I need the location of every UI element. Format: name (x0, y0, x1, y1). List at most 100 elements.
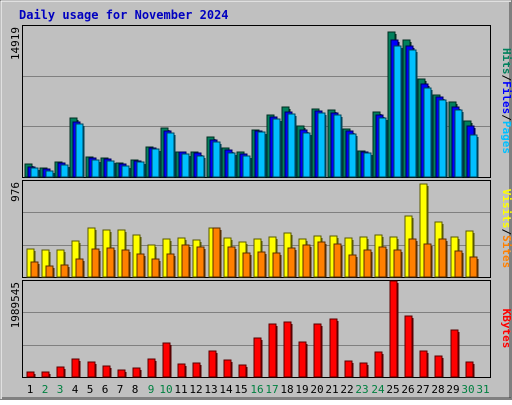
bar-pages-day-6 (106, 160, 115, 178)
x-tick-label: 5 (87, 383, 94, 396)
bar-kbytes-day-22 (344, 360, 353, 378)
bar-pages-day-8 (136, 161, 145, 178)
legend-part: / (500, 114, 512, 121)
series-kbytes (26, 280, 475, 378)
x-tick-label: 30 (461, 383, 474, 396)
bar-sites-day-19 (302, 244, 311, 278)
bar-kbytes-day-3 (56, 366, 65, 378)
bar-kbytes-day-27 (419, 350, 428, 378)
bar-kbytes-day-26 (404, 315, 413, 378)
x-tick-label: 22 (340, 383, 353, 396)
bar-kbytes-day-13 (208, 350, 217, 378)
series-legend-label: Hits/Files/Pages (500, 48, 512, 154)
bar-kbytes-day-1 (26, 371, 35, 378)
bar-kbytes-day-9 (147, 358, 156, 378)
legend-part: / (500, 75, 512, 82)
bar-kbytes-day-6 (102, 365, 111, 378)
bar-sites-day-10 (166, 253, 175, 278)
legend-part: Files (500, 81, 512, 114)
bar-pages-day-5 (91, 159, 100, 178)
bar-kbytes-day-19 (298, 341, 307, 378)
x-tick-label: 17 (265, 383, 278, 396)
bar-pages-day-30 (469, 134, 478, 178)
x-tick-label: 29 (446, 383, 459, 396)
bar-kbytes-day-7 (117, 369, 126, 378)
bar-sites-day-6 (106, 247, 115, 278)
bar-kbytes-day-18 (283, 321, 292, 378)
bar-kbytes-day-12 (192, 362, 201, 378)
bar-sites-day-3 (60, 264, 69, 278)
bar-sites-day-15 (242, 252, 251, 278)
bar-pages-day-19 (302, 132, 311, 178)
bar-pages-day-21 (333, 114, 342, 178)
legend-part: Sites (500, 235, 512, 268)
x-tick-label: 16 (250, 383, 263, 396)
bar-sites-day-2 (45, 265, 54, 278)
bar-pages-day-4 (75, 123, 84, 178)
x-tick-label: 28 (431, 383, 444, 396)
bar-pages-day-9 (151, 148, 160, 178)
chart-title: Daily usage for November 2024 (19, 8, 229, 22)
bar-sites-day-20 (317, 241, 326, 278)
bar-sites-day-25 (393, 249, 402, 278)
x-tick-label: 6 (102, 383, 109, 396)
panel-visits: 976 Visits/Sites (9, 180, 512, 278)
bar-kbytes-day-10 (162, 342, 171, 378)
panel-kbytes: 1989545 KBytes (9, 280, 512, 378)
series-sites (30, 227, 479, 278)
x-tick-label: 4 (72, 383, 79, 396)
bar-pages-day-17 (272, 118, 281, 178)
bar-kbytes-day-16 (253, 337, 262, 378)
bar-kbytes-day-14 (223, 359, 232, 378)
bar-pages-day-20 (317, 112, 326, 178)
x-tick-label: 23 (355, 383, 368, 396)
x-tick-label: 11 (174, 383, 187, 396)
x-tick-label: 31 (476, 383, 489, 396)
legend-part: Hits (500, 48, 512, 75)
bar-pages-day-12 (196, 155, 205, 178)
bar-sites-day-21 (333, 243, 342, 278)
x-tick-label: 8 (132, 383, 139, 396)
bar-sites-day-11 (181, 244, 190, 278)
bar-pages-day-25 (393, 45, 402, 178)
bar-sites-day-1 (30, 261, 39, 278)
x-tick-label: 7 (117, 383, 124, 396)
bar-sites-day-23 (363, 249, 372, 278)
bar-kbytes-day-24 (374, 351, 383, 378)
bar-kbytes-day-8 (132, 367, 141, 378)
bar-pages-day-24 (378, 117, 387, 178)
bar-pages-day-23 (363, 152, 372, 178)
x-tick-label: 9 (148, 383, 155, 396)
bar-pages-day-29 (454, 109, 463, 178)
bar-sites-day-5 (91, 248, 100, 278)
bar-sites-day-26 (408, 238, 417, 278)
x-tick-label: 2 (42, 383, 49, 396)
bar-sites-day-12 (196, 246, 205, 278)
x-tick-label: 1 (27, 383, 34, 396)
bar-sites-day-13 (212, 227, 221, 278)
bar-sites-day-18 (287, 247, 296, 278)
bar-pages-day-15 (242, 155, 251, 178)
bar-kbytes-day-29 (450, 329, 459, 378)
bar-sites-day-30 (469, 256, 478, 278)
x-tick-label: 3 (57, 383, 64, 396)
bar-pages-day-1 (30, 167, 39, 178)
bar-kbytes-day-5 (87, 361, 96, 378)
bar-kbytes-day-30 (465, 361, 474, 378)
bar-sites-day-8 (136, 253, 145, 278)
bar-kbytes-day-4 (71, 358, 80, 378)
bar-pages-day-2 (45, 170, 54, 178)
bar-pages-day-11 (181, 153, 190, 178)
bar-pages-day-10 (166, 132, 175, 178)
bar-kbytes-day-28 (434, 355, 443, 378)
bar-kbytes-day-21 (329, 318, 338, 378)
legend-part: Pages (500, 121, 512, 154)
x-tick-label: 14 (219, 383, 233, 396)
legend-part: KBytes (500, 309, 512, 349)
x-tick-label: 19 (295, 383, 308, 396)
x-tick-label: 24 (371, 383, 385, 396)
bar-pages-day-27 (423, 87, 432, 178)
